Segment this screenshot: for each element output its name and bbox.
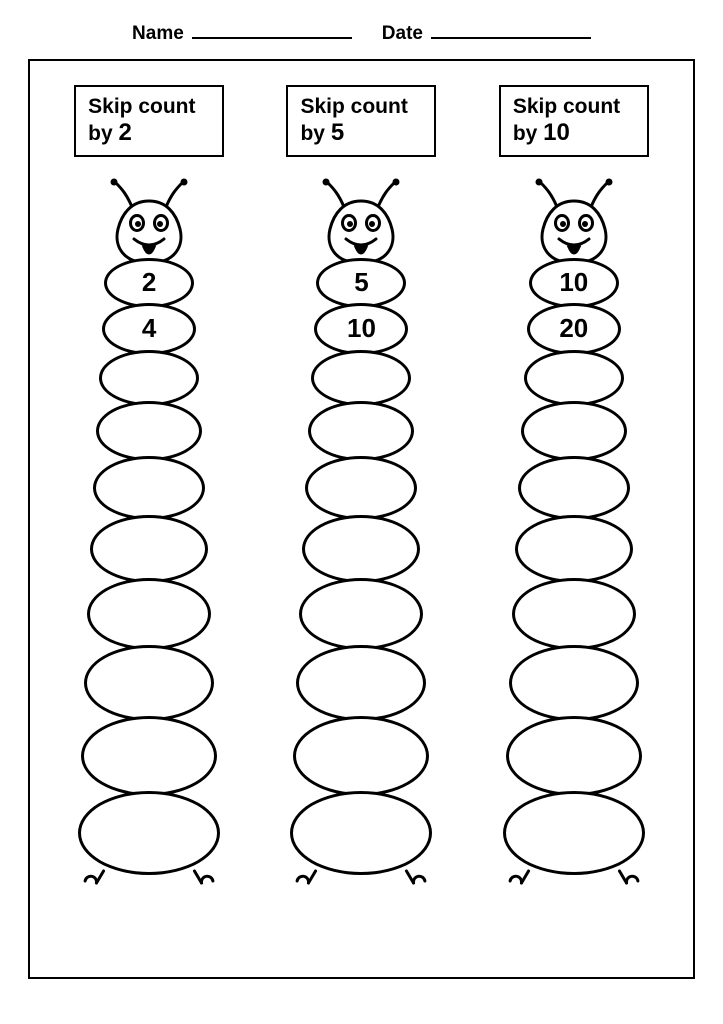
skip-count-title: Skip count by 2 [74,85,224,157]
segment-blank[interactable] [299,578,423,650]
caterpillar-feet-icon [290,869,432,891]
segment-filled: 10 [529,258,619,308]
segment-blank[interactable] [518,456,630,520]
segment-blank[interactable] [509,645,639,721]
segment-blank[interactable] [524,350,624,406]
caterpillar: 510 [290,177,432,891]
caterpillar-head-icon [306,177,416,267]
segment-blank[interactable] [506,716,642,796]
caterpillar-head-icon [94,177,204,267]
caterpillar-column: Skip countby 2 24 [54,85,244,891]
segment-filled: 2 [104,258,194,308]
title-line1: Skip count [300,95,407,118]
segment-blank[interactable] [78,791,220,875]
segment-blank[interactable] [93,456,205,520]
title-line2: by 2 [88,122,132,145]
segment-blank[interactable] [503,791,645,875]
segment-blank[interactable] [96,401,202,461]
date-label: Date [382,23,423,45]
caterpillar-column: Skip countby 5 510 [266,85,456,891]
segment-blank[interactable] [296,645,426,721]
segment-blank[interactable] [290,791,432,875]
segment-blank[interactable] [81,716,217,796]
caterpillar: 24 [78,177,220,891]
title-number: 10 [543,119,570,146]
segment-blank[interactable] [305,456,417,520]
caterpillar-column: Skip countby 10 1020 [479,85,669,891]
name-label: Name [132,23,184,45]
segment-filled: 5 [316,258,406,308]
skip-count-title: Skip count by 5 [286,85,436,157]
title-number: 5 [331,119,344,146]
segment-stack: 24 [78,263,220,875]
segment-blank[interactable] [308,401,414,461]
segment-filled: 4 [102,303,196,355]
segment-filled: 20 [527,303,621,355]
segment-blank[interactable] [512,578,636,650]
segment-blank[interactable] [293,716,429,796]
header: Name Date [28,18,695,45]
caterpillar-feet-icon [78,869,220,891]
worksheet-page: Name Date Skip countby 2 24 Skip countby… [0,0,723,1009]
segment-blank[interactable] [311,350,411,406]
title-line2: by 10 [513,122,570,145]
caterpillar-head-icon [519,177,629,267]
segment-blank[interactable] [515,515,633,583]
segment-blank[interactable] [302,515,420,583]
skip-count-title: Skip count by 10 [499,85,649,157]
segment-stack: 1020 [503,263,645,875]
segment-blank[interactable] [84,645,214,721]
segment-stack: 510 [290,263,432,875]
title-line1: Skip count [513,95,620,118]
title-line2: by 5 [300,122,344,145]
caterpillar: 1020 [503,177,645,891]
name-input-line[interactable] [192,18,352,39]
date-input-line[interactable] [431,18,591,39]
segment-filled: 10 [314,303,408,355]
segment-blank[interactable] [521,401,627,461]
worksheet-frame: Skip countby 2 24 Skip countby 5 [28,59,695,979]
segment-blank[interactable] [99,350,199,406]
title-line1: Skip count [88,95,195,118]
caterpillar-feet-icon [503,869,645,891]
segment-blank[interactable] [87,578,211,650]
title-number: 2 [119,119,132,146]
segment-blank[interactable] [90,515,208,583]
